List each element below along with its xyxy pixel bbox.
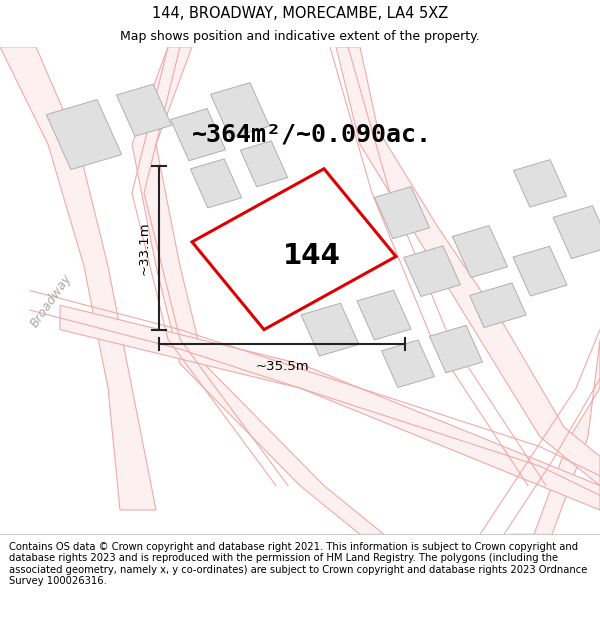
Text: ~35.5m: ~35.5m <box>255 359 309 372</box>
Polygon shape <box>357 290 411 340</box>
Polygon shape <box>430 326 482 373</box>
Text: Broadway: Broadway <box>28 271 74 329</box>
Polygon shape <box>170 109 226 161</box>
Polygon shape <box>382 340 434 388</box>
Polygon shape <box>452 226 508 278</box>
Text: ~33.1m: ~33.1m <box>137 221 151 275</box>
Polygon shape <box>211 82 269 138</box>
Polygon shape <box>116 84 172 136</box>
Polygon shape <box>553 206 600 259</box>
Polygon shape <box>404 246 460 296</box>
Text: Map shows position and indicative extent of the property.: Map shows position and indicative extent… <box>120 30 480 43</box>
Text: ~364m²/~0.090ac.: ~364m²/~0.090ac. <box>192 122 432 147</box>
Text: Contains OS data © Crown copyright and database right 2021. This information is : Contains OS data © Crown copyright and d… <box>9 542 587 586</box>
Polygon shape <box>132 47 384 534</box>
Polygon shape <box>192 169 396 329</box>
Text: 144: 144 <box>283 242 341 271</box>
Polygon shape <box>336 47 600 486</box>
Polygon shape <box>513 246 567 296</box>
Text: 144, BROADWAY, MORECAMBE, LA4 5XZ: 144, BROADWAY, MORECAMBE, LA4 5XZ <box>152 6 448 21</box>
Polygon shape <box>470 283 526 328</box>
Polygon shape <box>60 305 600 510</box>
Polygon shape <box>514 159 566 207</box>
Polygon shape <box>240 141 288 187</box>
Polygon shape <box>315 208 369 257</box>
Polygon shape <box>510 339 600 534</box>
Polygon shape <box>374 187 430 239</box>
Polygon shape <box>0 47 156 510</box>
Polygon shape <box>190 159 242 208</box>
Polygon shape <box>46 99 122 169</box>
Polygon shape <box>301 303 359 356</box>
